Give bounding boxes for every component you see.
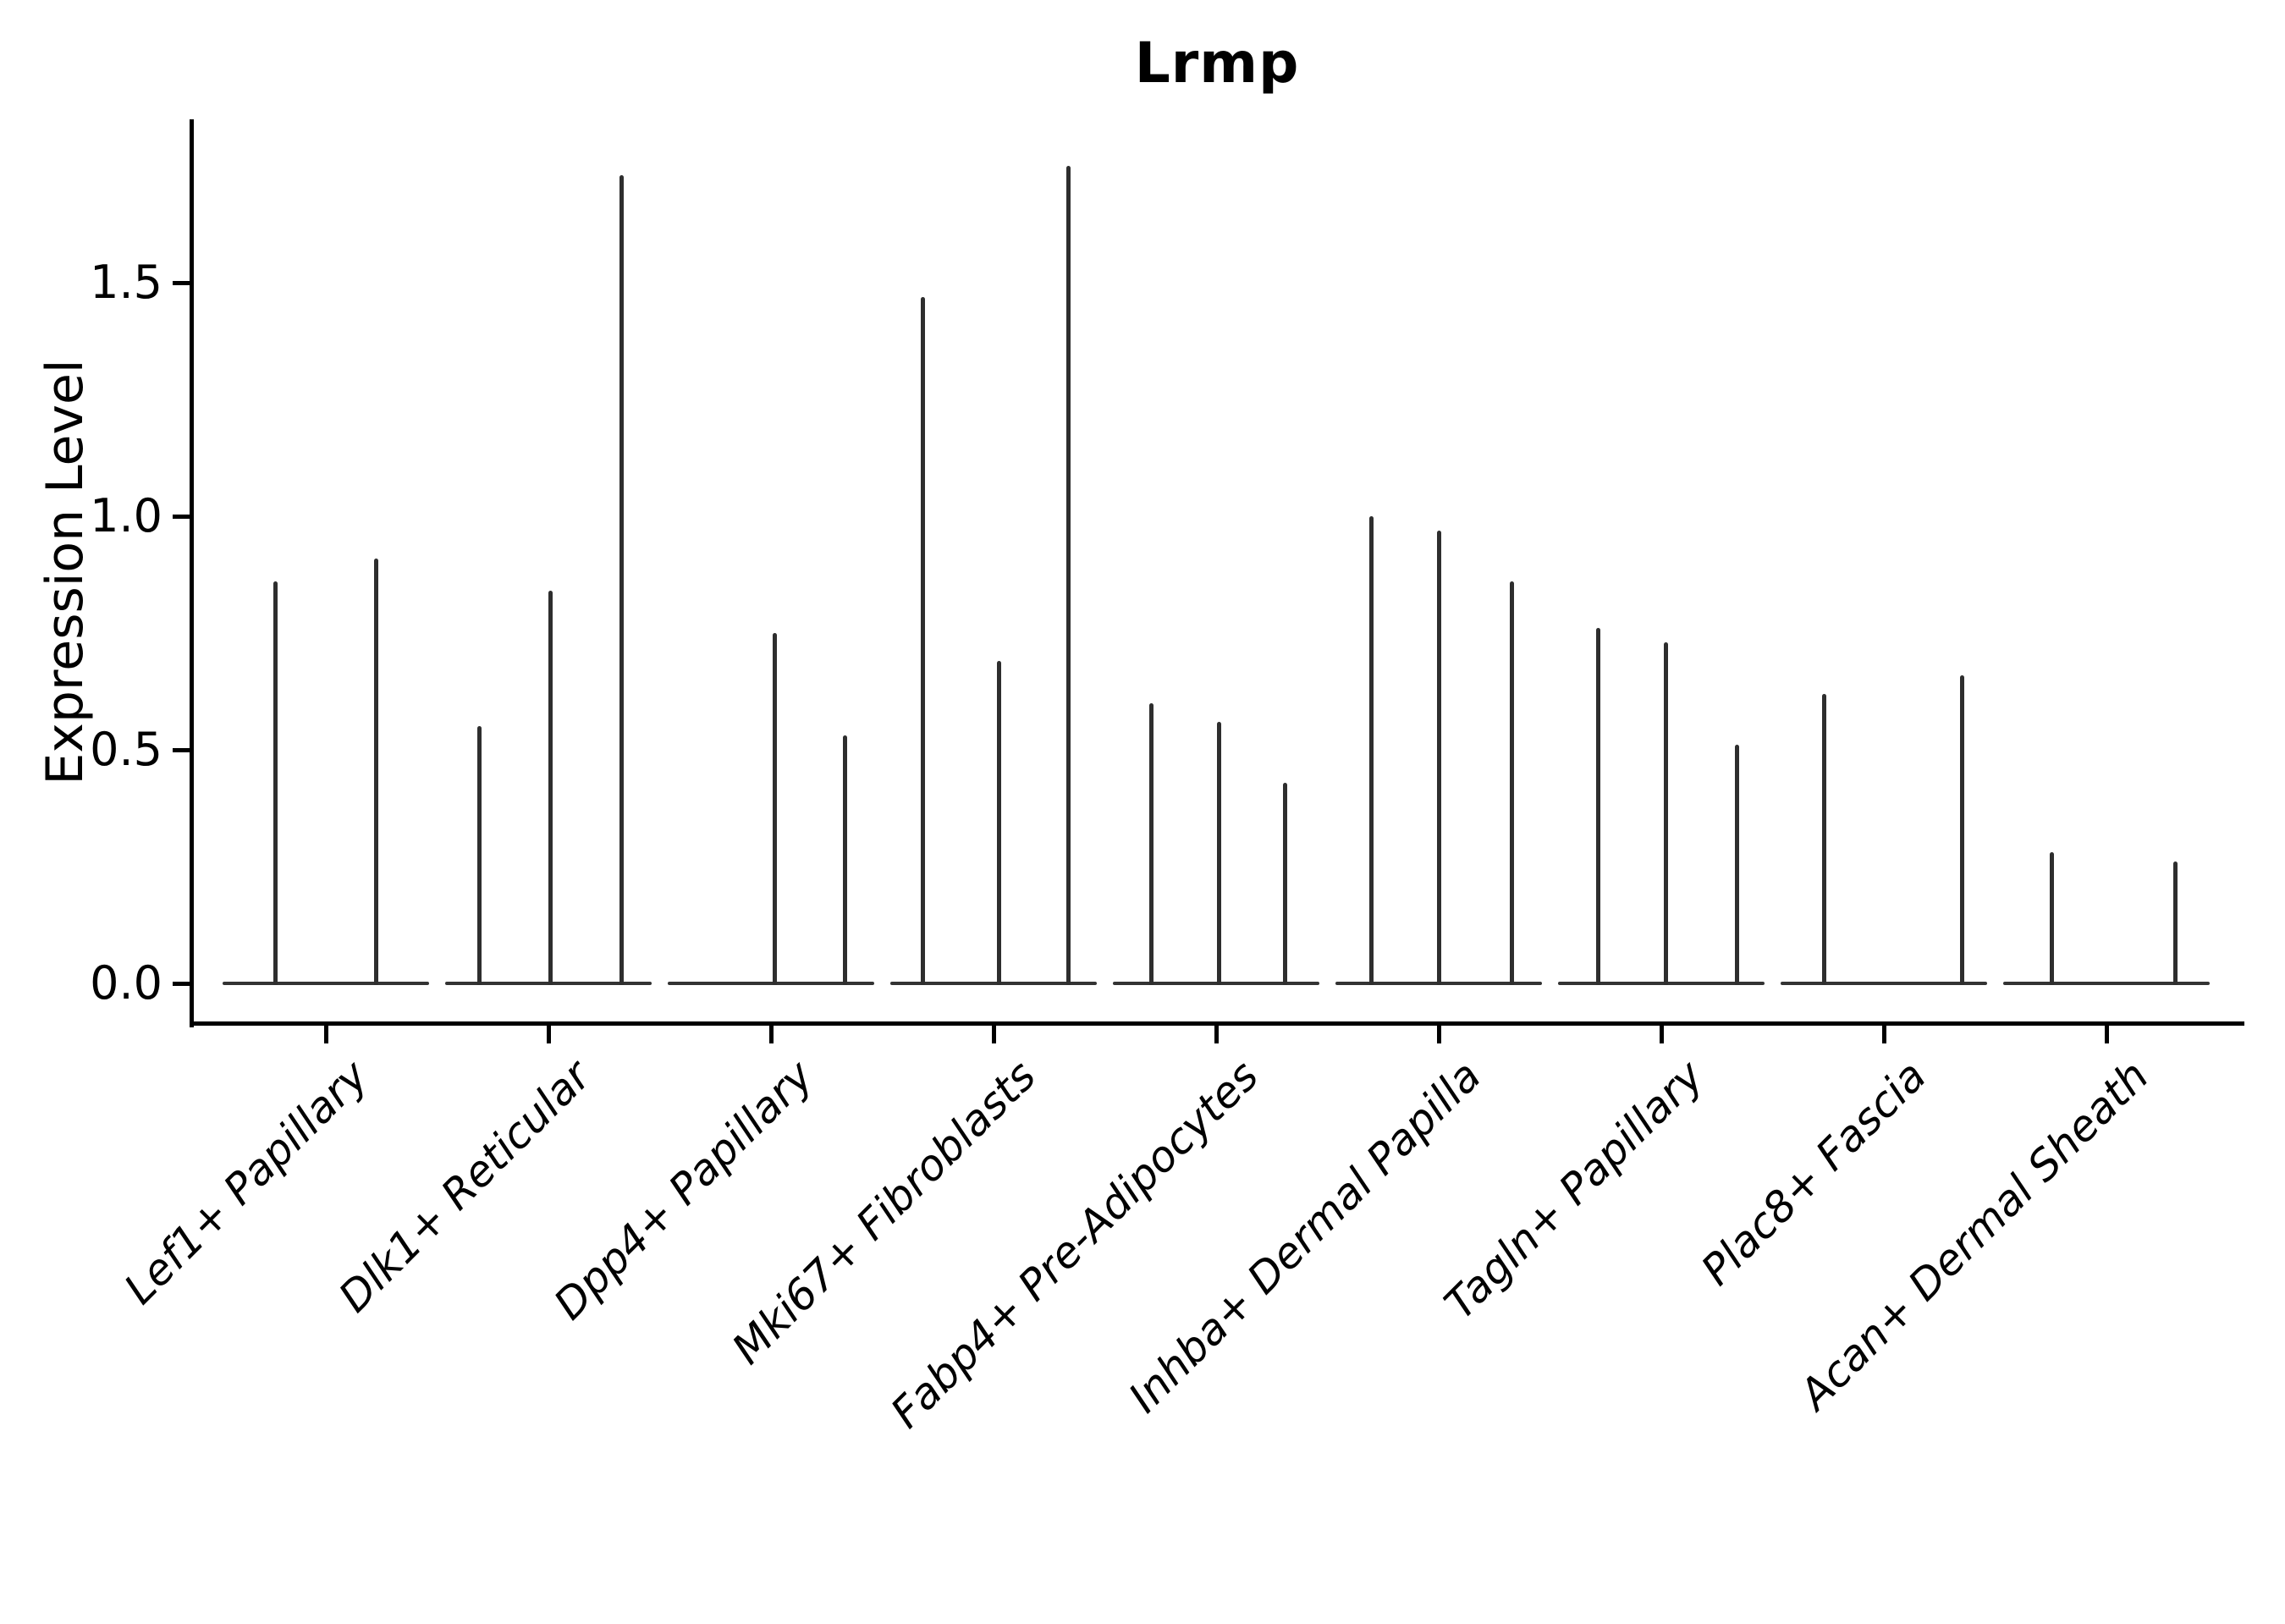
- violin-spike: [842, 735, 847, 985]
- y-tick-label: 1.5: [90, 256, 162, 309]
- y-tick-label: 0.5: [90, 723, 162, 776]
- violin-plot-figure: Lrmp Expression Level 0.0 0.5 1.0 1.5 Lef1+ …: [36, 30, 2244, 1438]
- violin-base: [1558, 982, 1765, 985]
- y-tick-label: 0.0: [90, 956, 162, 1010]
- violin-spike: [2172, 862, 2178, 985]
- y-axis-spine: [190, 119, 194, 1027]
- violin-spike: [772, 633, 777, 985]
- violin-base: [890, 982, 1097, 985]
- violin-spike: [373, 558, 378, 985]
- y-tick-mark: [173, 981, 191, 986]
- x-tick-mark: [2104, 1023, 2109, 1043]
- y-tick-mark: [173, 747, 191, 752]
- violin-spike: [548, 591, 553, 985]
- violin-spike: [1595, 628, 1600, 985]
- violin-spike: [1436, 530, 1441, 985]
- violin-base: [223, 982, 429, 985]
- violin-base: [1113, 982, 1319, 985]
- x-tick-mark: [1659, 1023, 1664, 1043]
- y-tick-label: 1.0: [90, 489, 162, 542]
- violin-base: [1781, 982, 1987, 985]
- x-tick-mark: [1436, 1023, 1441, 1043]
- violin-spike: [2049, 852, 2054, 985]
- x-tick-mark: [546, 1023, 551, 1043]
- violin-spike: [1509, 581, 1514, 985]
- violin-spike: [273, 581, 278, 985]
- violin-spike: [1663, 642, 1668, 985]
- violin-spike: [1821, 693, 1826, 985]
- x-tick-mark: [768, 1023, 774, 1043]
- violin-spike: [1148, 702, 1154, 985]
- x-tick-mark: [1214, 1023, 1219, 1043]
- violin-spike: [1959, 674, 1964, 985]
- x-tick-mark: [323, 1023, 328, 1043]
- violin-spike: [1065, 166, 1071, 985]
- x-tick-mark: [1881, 1023, 1886, 1043]
- violin-spike: [1368, 516, 1374, 985]
- y-axis-label: Expression Level: [36, 359, 95, 785]
- violin-spike: [996, 661, 1001, 985]
- chart-title: Lrmp: [1134, 30, 1300, 96]
- violin-base: [668, 982, 874, 985]
- violin-spike: [1282, 782, 1287, 985]
- violin-spike: [619, 175, 624, 985]
- violin-spike: [476, 726, 482, 985]
- violin-spike: [920, 296, 925, 985]
- y-tick-mark: [173, 280, 191, 285]
- violin-spike: [1734, 745, 1739, 985]
- violin-base: [2003, 982, 2210, 985]
- x-tick-mark: [991, 1023, 996, 1043]
- y-tick-mark: [173, 514, 191, 519]
- violin-spike: [1216, 721, 1221, 985]
